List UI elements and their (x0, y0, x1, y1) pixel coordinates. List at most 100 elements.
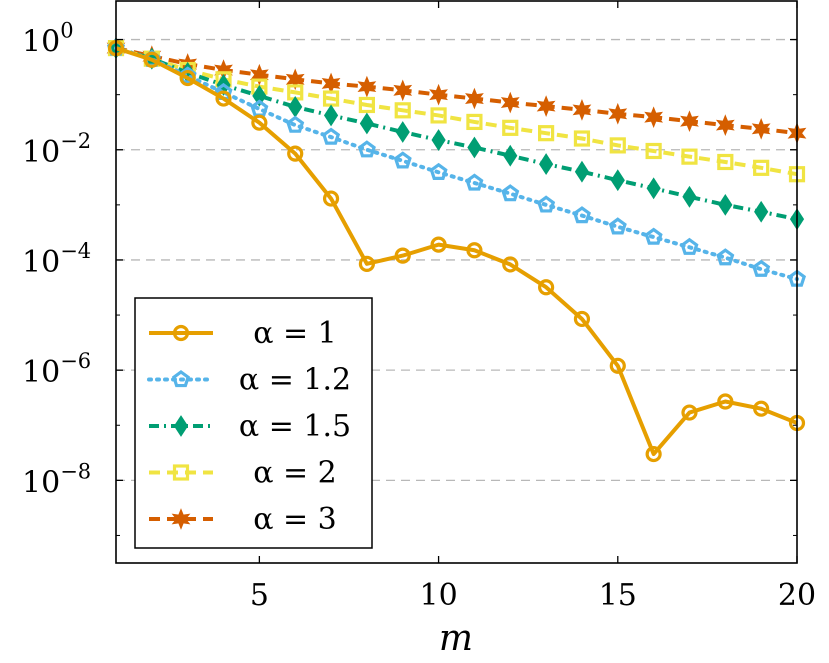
data-point (574, 160, 590, 183)
data-point (753, 159, 770, 176)
legend-marker (171, 508, 191, 530)
data-point (251, 114, 268, 131)
legend-marker (171, 370, 191, 388)
legend: α = 1 α = 1.2 α = 1.5 α = 2 α = 3 (134, 297, 373, 549)
data-point (429, 162, 448, 180)
data-point (500, 91, 520, 114)
y-tick-label: 10−2 (22, 129, 91, 170)
legend-label: α = 3 (253, 502, 337, 537)
data-point (322, 127, 341, 145)
data-point (718, 193, 733, 216)
data-point (395, 121, 410, 143)
data-point (359, 112, 374, 135)
legend-marker (173, 415, 189, 437)
data-point (717, 153, 734, 171)
data-point (358, 255, 375, 272)
data-point (430, 107, 447, 124)
data-point (680, 110, 699, 133)
data-point (537, 195, 556, 213)
data-point (215, 90, 232, 107)
data-point (608, 102, 628, 125)
data-point (610, 169, 625, 192)
data-point (465, 87, 484, 110)
data-point (322, 190, 340, 207)
data-point (358, 96, 375, 114)
data-point (430, 236, 447, 253)
data-point (393, 79, 413, 102)
series-4 (107, 40, 806, 183)
data-point (286, 115, 305, 133)
data-point (608, 217, 627, 235)
data-point (431, 129, 446, 151)
x-tick-label: 5 (250, 578, 269, 613)
legend-label: α = 2 (253, 456, 337, 491)
series-line (115, 46, 798, 136)
data-point (645, 445, 662, 463)
y-tick-label: 100 (22, 19, 74, 60)
data-point (716, 248, 735, 266)
legend-entry: α = 3 (149, 502, 337, 537)
legend-entry: α = 1.2 (147, 363, 351, 398)
data-point (466, 113, 483, 131)
data-point (751, 117, 771, 140)
data-point (502, 256, 519, 273)
legend-marker (172, 324, 190, 342)
data-point (287, 145, 304, 162)
legend-label: α = 1.5 (239, 409, 351, 444)
data-point (323, 104, 339, 127)
legend-marker (172, 464, 190, 481)
data-point (394, 247, 411, 264)
data-point (357, 140, 376, 158)
plot-frame (115, 0, 798, 564)
y-tick-label: 10−8 (22, 459, 91, 500)
data-point (682, 185, 697, 208)
data-point (538, 279, 555, 296)
data-point (394, 102, 411, 119)
data-point (466, 242, 483, 259)
data-point (609, 357, 626, 374)
legend-label: α = 1 (253, 316, 337, 351)
axis-ticks: 100 10−2 10−4 10−6 10−8 5 10 15 20 (22, 1, 816, 613)
data-point (143, 51, 160, 68)
data-point (357, 75, 377, 98)
data-point (502, 119, 519, 136)
data-point (754, 200, 769, 223)
data-point (680, 237, 699, 255)
data-point (572, 99, 592, 121)
data-point (609, 137, 626, 154)
data-point (752, 259, 771, 277)
data-point (717, 393, 734, 410)
data-point (538, 125, 555, 142)
data-point (644, 227, 663, 245)
x-tick-label: 15 (599, 578, 637, 613)
x-tick-label: 10 (419, 578, 457, 613)
series-1 (107, 40, 806, 463)
data-point (539, 153, 554, 175)
data-point (644, 106, 664, 129)
series-layer (106, 37, 807, 463)
data-point (536, 95, 556, 117)
data-point (465, 173, 484, 191)
data-point (645, 142, 662, 160)
legend-entry: α = 1 (149, 316, 337, 351)
legend-box (134, 297, 373, 549)
data-point (681, 404, 698, 421)
x-tick-label: 20 (778, 578, 816, 613)
legend-label: α = 1.2 (239, 363, 351, 398)
series-line (115, 46, 798, 222)
data-point (501, 184, 520, 202)
data-point (646, 177, 661, 200)
data-point (573, 130, 591, 147)
data-point (285, 68, 305, 91)
legend-entry: α = 1.5 (149, 409, 351, 444)
y-tick-label: 10−4 (22, 239, 91, 280)
data-point (573, 310, 591, 328)
y-tick-label: 10−6 (22, 349, 91, 390)
data-point (179, 69, 196, 87)
data-point (252, 84, 267, 107)
x-axis-title: m (439, 618, 473, 659)
data-point (681, 148, 698, 165)
data-point (715, 114, 735, 136)
data-point (753, 400, 770, 417)
